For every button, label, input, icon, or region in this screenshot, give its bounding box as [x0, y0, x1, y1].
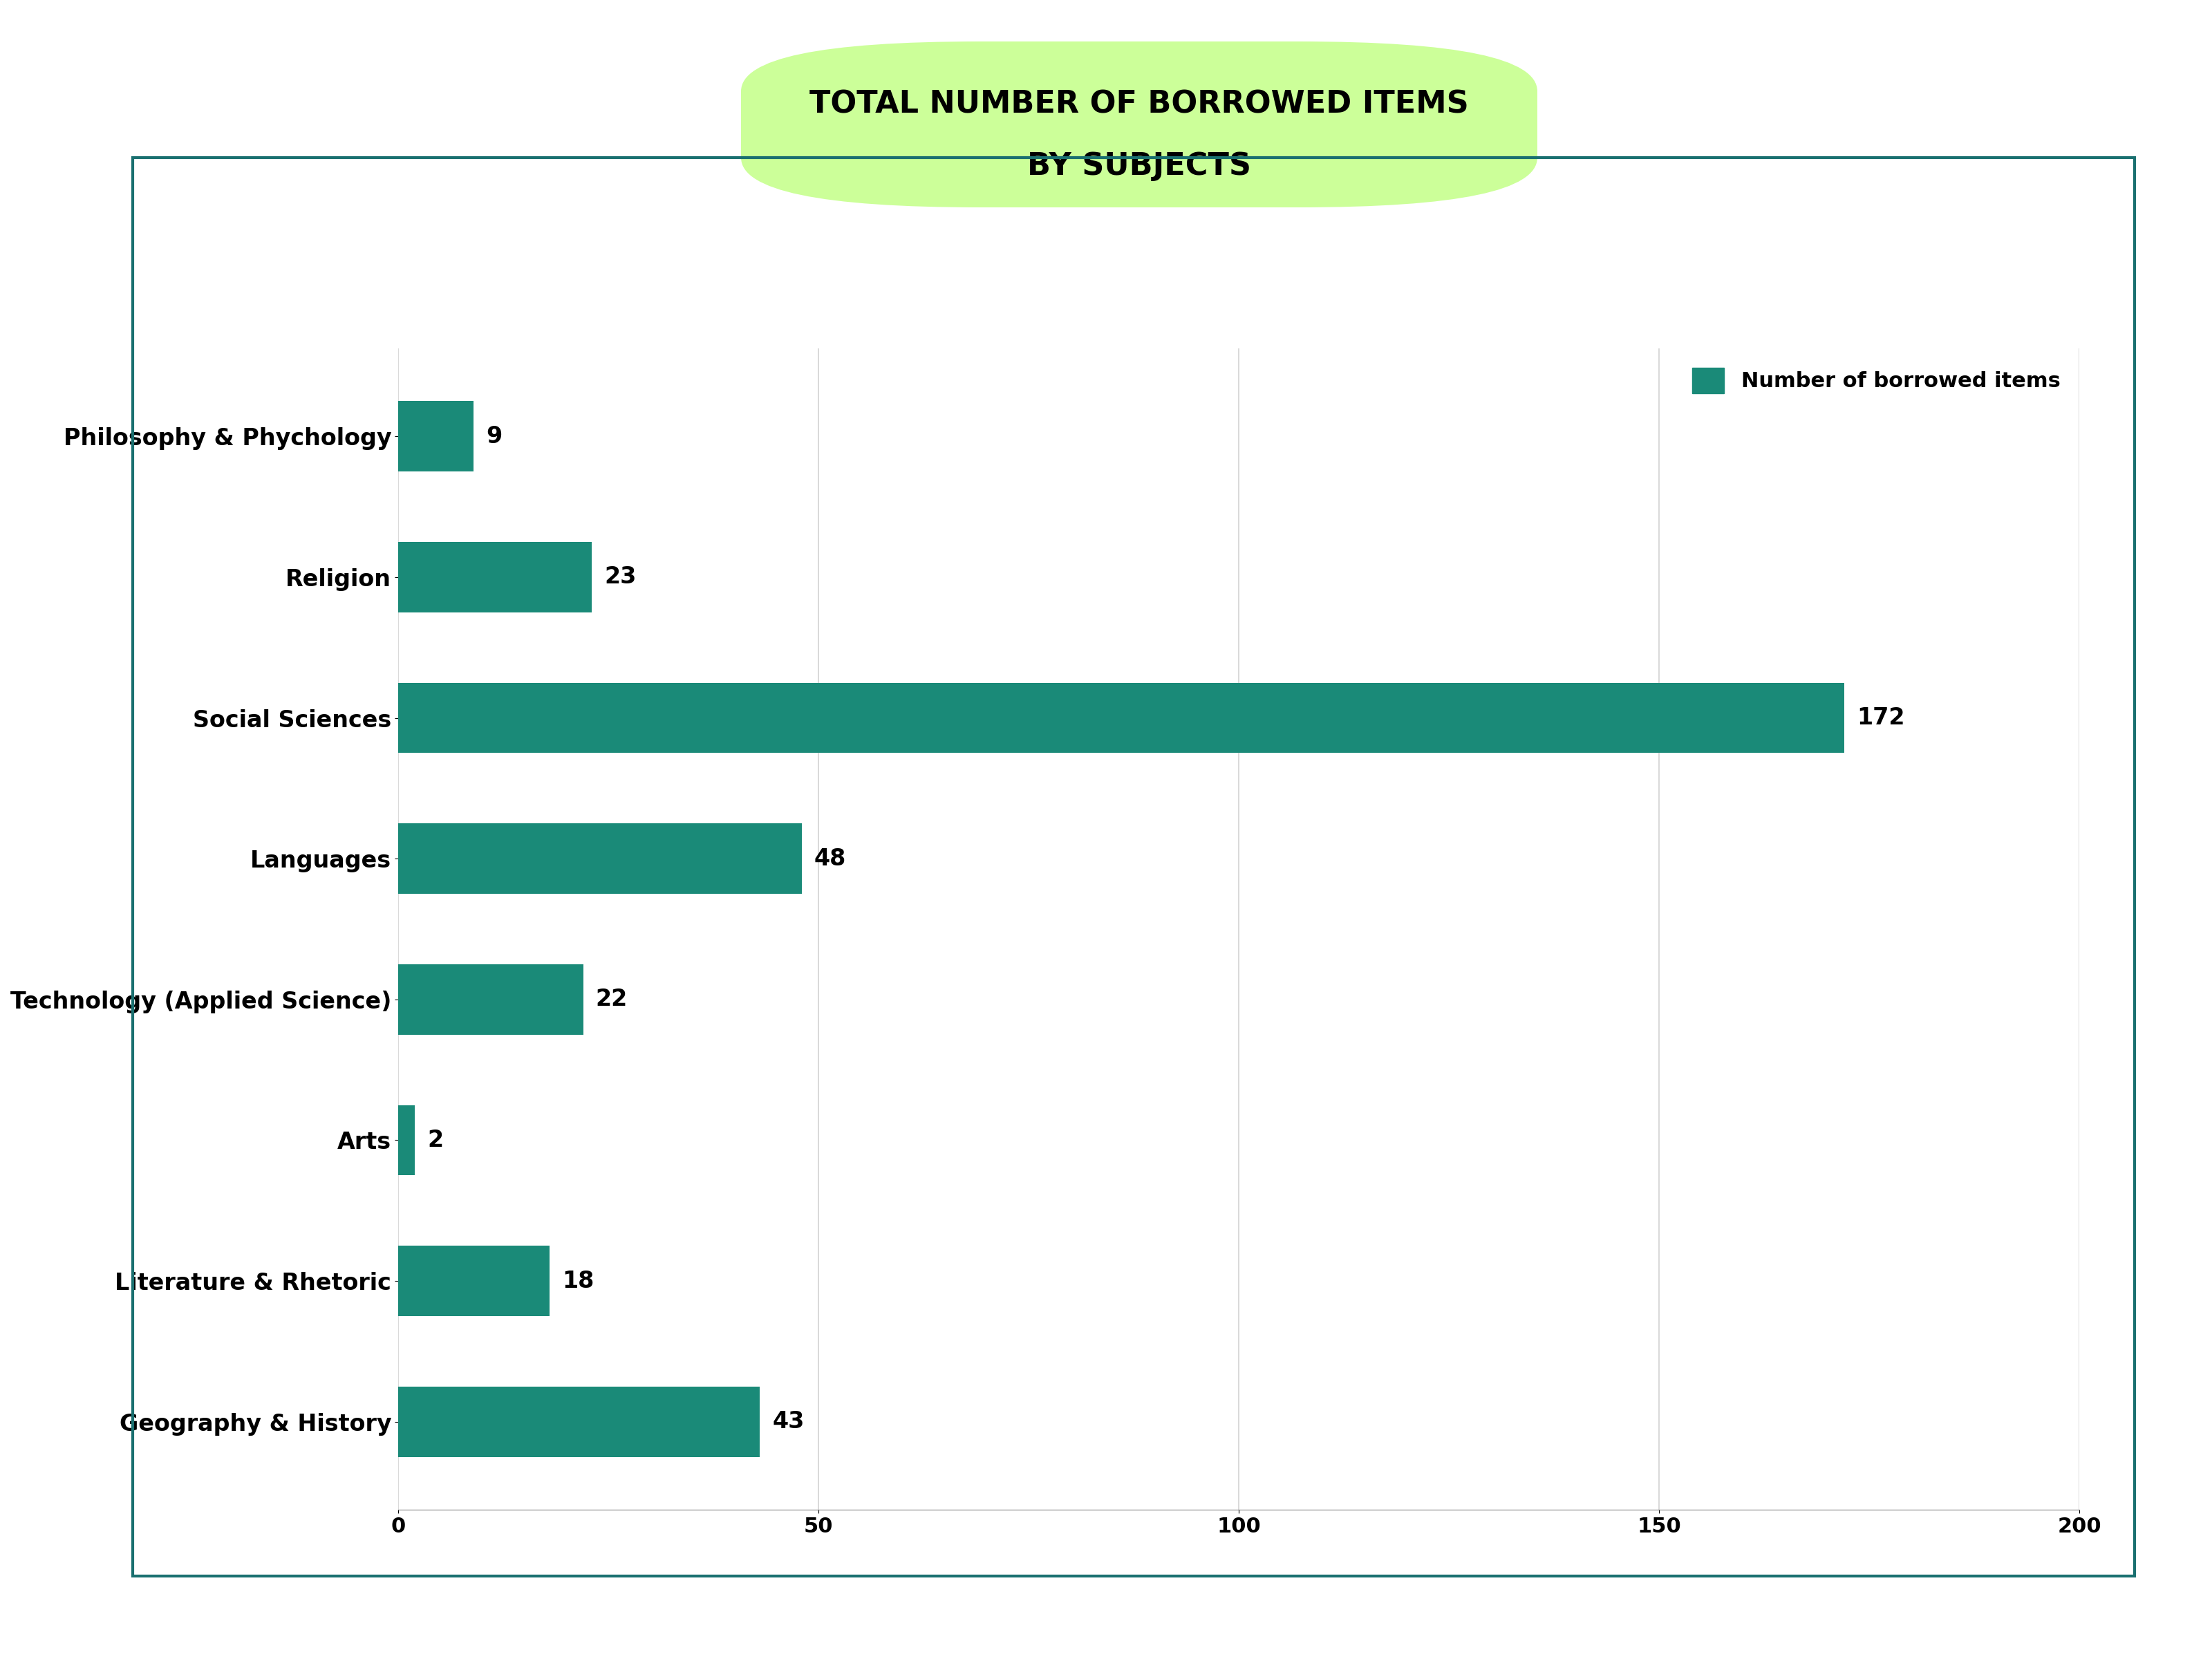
Bar	[398, 964, 584, 1035]
FancyBboxPatch shape	[741, 41, 1537, 207]
Legend: Number of borrowed items: Number of borrowed items	[1683, 358, 2068, 401]
Bar	[398, 401, 473, 471]
Text: 43: 43	[772, 1410, 805, 1433]
Bar	[398, 684, 1845, 753]
Text: 23: 23	[604, 566, 637, 589]
Text: 172: 172	[1856, 707, 1905, 730]
Text: 22: 22	[595, 989, 628, 1010]
Text: 2: 2	[427, 1128, 445, 1151]
Text: 18: 18	[562, 1269, 595, 1292]
Text: TOTAL NUMBER OF BORROWED ITEMS: TOTAL NUMBER OF BORROWED ITEMS	[810, 90, 1469, 119]
Bar	[398, 1105, 416, 1175]
Bar	[398, 1387, 759, 1457]
Bar	[398, 823, 801, 894]
Text: 9: 9	[487, 425, 502, 448]
Bar	[398, 542, 591, 612]
Bar	[398, 1246, 549, 1316]
Text: 48: 48	[814, 848, 847, 869]
Text: BY SUBJECTS: BY SUBJECTS	[1026, 151, 1252, 181]
